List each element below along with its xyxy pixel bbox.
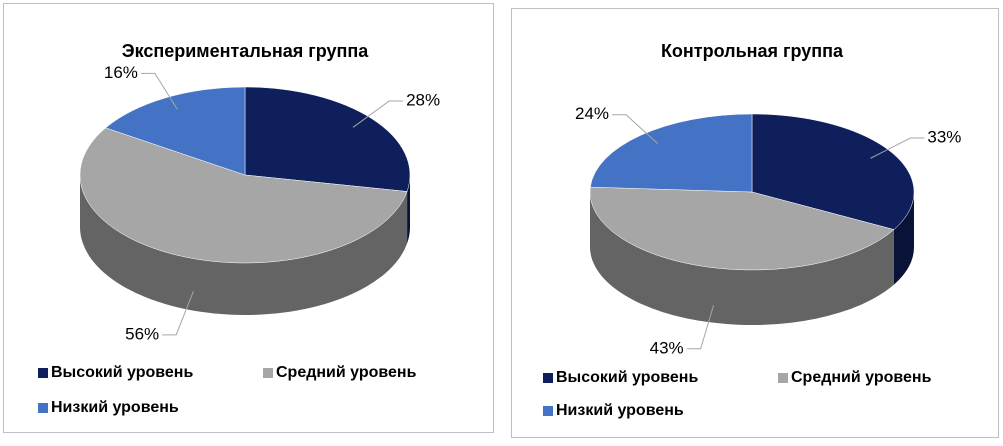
leader-line bbox=[870, 137, 925, 159]
slice-side bbox=[590, 192, 894, 325]
data-label: 33% bbox=[927, 128, 961, 147]
legend-label: Высокий уровень bbox=[556, 369, 698, 386]
leader-line bbox=[162, 291, 194, 336]
chart-title: Контрольная группа bbox=[661, 41, 844, 61]
legend-label: Высокий уровень bbox=[51, 364, 193, 381]
leader-line bbox=[352, 100, 404, 128]
slice bbox=[590, 113, 753, 193]
slice bbox=[589, 186, 895, 271]
data-label: 16% bbox=[104, 63, 138, 82]
legend-swatch bbox=[543, 406, 553, 416]
legend-swatch bbox=[38, 403, 48, 413]
slice bbox=[79, 127, 408, 264]
legend-label: Низкий уровень bbox=[556, 402, 684, 419]
data-label: 43% bbox=[650, 338, 684, 357]
legend-label: Низкий уровень bbox=[51, 399, 179, 416]
legend-swatch bbox=[38, 368, 48, 378]
data-label: 28% bbox=[406, 91, 440, 110]
legend-swatch bbox=[543, 373, 553, 383]
leader-line bbox=[612, 114, 659, 145]
leader-line bbox=[686, 305, 715, 350]
leader-line bbox=[140, 72, 178, 110]
legend-swatch bbox=[778, 373, 788, 383]
legend-label: Средний уровень bbox=[791, 369, 932, 386]
slice bbox=[105, 86, 246, 176]
slice-side bbox=[893, 192, 914, 285]
slice bbox=[244, 86, 411, 192]
data-label: 24% bbox=[575, 104, 609, 123]
slice-side bbox=[80, 175, 408, 316]
slice bbox=[751, 113, 915, 230]
chart-title: Экспериментальная группа bbox=[122, 41, 369, 61]
slice-side bbox=[407, 175, 410, 244]
legend-swatch bbox=[263, 368, 273, 378]
data-label: 56% bbox=[125, 324, 159, 343]
legend-label: Средний уровень bbox=[276, 364, 417, 381]
